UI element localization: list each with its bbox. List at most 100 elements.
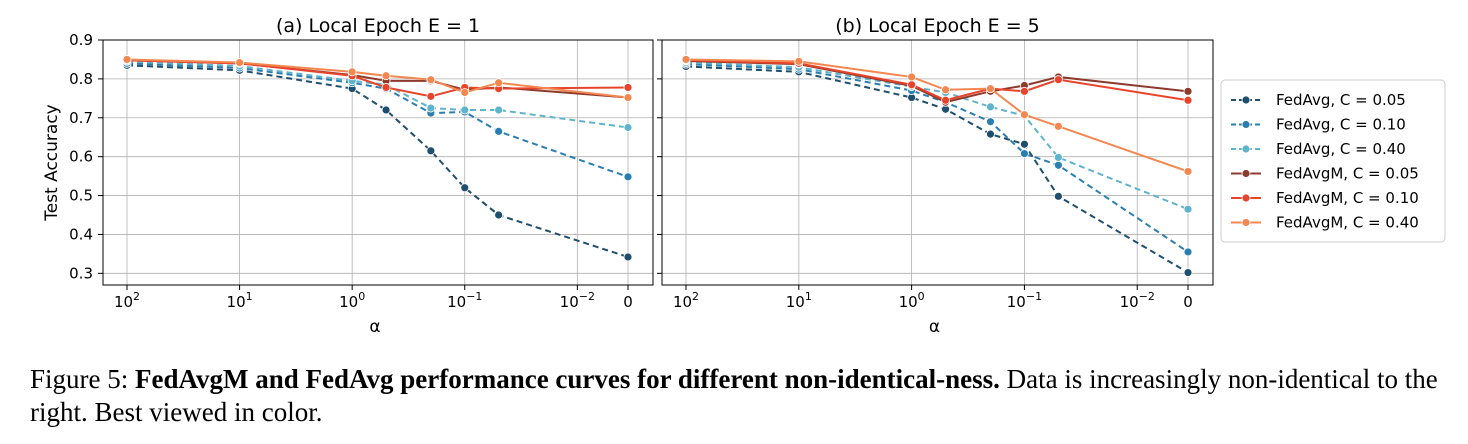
x-axis-label: α — [929, 317, 940, 337]
series-line — [126, 64, 629, 258]
data-point — [347, 67, 357, 77]
plot-frame — [102, 39, 654, 286]
data-point — [460, 183, 470, 193]
data-point — [1183, 247, 1193, 257]
data-point — [426, 103, 436, 113]
data-point — [907, 72, 917, 82]
data-point — [426, 146, 436, 156]
data-point — [986, 102, 995, 112]
data-point — [681, 55, 691, 64]
data-point — [623, 123, 633, 132]
y-tick-label: 0.9 — [69, 31, 93, 49]
data-point — [381, 71, 391, 81]
data-point — [623, 93, 633, 102]
panel-b: 102 101 100 10−1 10−2 0 (b) Local Epoch E = 5 α — [657, 15, 1214, 337]
data-point — [494, 126, 504, 136]
series-line — [126, 60, 629, 129]
legend-label: FedAvgM, C = 0.40 — [1276, 214, 1419, 232]
caption-prefix: Figure 5: — [30, 364, 135, 394]
legend: FedAvg, C = 0.05 FedAvg, C = 0.10 FedAvg, … — [1220, 79, 1446, 243]
x-tick-label: 100 — [339, 290, 365, 311]
data-point — [1053, 121, 1063, 131]
x-tick-label: 10−1 — [447, 290, 482, 311]
data-point — [623, 252, 633, 262]
data-point — [494, 105, 504, 115]
data-point — [907, 80, 917, 90]
data-point — [1183, 167, 1193, 176]
data-point — [426, 91, 436, 101]
data-point — [1183, 95, 1193, 105]
x-tick-label: 102 — [114, 290, 140, 311]
panel-title: (b) Local Epoch E = 5 — [835, 15, 1040, 37]
data-point — [986, 117, 995, 127]
y-tick-label: 0.3 — [69, 264, 93, 282]
legend-label: FedAvg, C = 0.40 — [1276, 140, 1406, 158]
data-point — [122, 55, 132, 64]
series-line — [126, 59, 629, 98]
x-tick-label: 10−1 — [1007, 290, 1042, 311]
data-point — [1053, 75, 1063, 85]
panel-title: (a) Local Epoch E = 1 — [276, 15, 480, 37]
data-point — [460, 88, 470, 97]
figure-caption: Figure 5: FedAvgM and FedAvg performance… — [30, 363, 1450, 429]
data-point — [623, 172, 633, 182]
legend-label: FedAvgM, C = 0.10 — [1276, 189, 1419, 207]
data-point — [381, 105, 391, 115]
series-line — [685, 58, 1189, 173]
y-tick-label: 0.8 — [69, 70, 93, 88]
x-tick-label: 0 — [1183, 293, 1193, 311]
figure: 102 101 100 10−1 10−2 0 0.3 0.4 0.5 0.6 0.7 0.8 0.9 (… — [42, 15, 1446, 337]
data-point — [1020, 139, 1029, 149]
x-tick-label: 0 — [623, 293, 633, 311]
series-line — [126, 62, 629, 178]
data-point — [623, 83, 633, 92]
x-tick-label: 102 — [673, 290, 699, 311]
legend-label: FedAvg, C = 0.10 — [1276, 116, 1406, 134]
data-point — [941, 95, 950, 105]
caption-rest: Data is increasingly non-identical to th… — [30, 364, 1438, 427]
data-point — [426, 75, 436, 85]
data-point — [1020, 149, 1029, 158]
panel-a: 102 101 100 10−1 10−2 0 0.3 0.4 0.5 0.6 0.7 0.8 0.9 (… — [42, 15, 654, 337]
legend-swatch-marker — [1241, 120, 1251, 129]
data-point — [941, 85, 950, 95]
x-tick-label: 101 — [786, 290, 812, 311]
data-point — [1183, 268, 1193, 277]
x-tick-label: 10−2 — [1120, 290, 1155, 311]
y-tick-label: 0.4 — [69, 225, 93, 243]
legend-swatch-marker — [1241, 144, 1251, 154]
data-point — [381, 83, 391, 92]
series-line — [685, 63, 1189, 253]
y-tick-label: 0.7 — [69, 109, 93, 127]
x-axis-label: α — [369, 317, 380, 337]
y-tick-label: 0.5 — [69, 187, 93, 205]
series-line — [685, 59, 1189, 102]
data-point — [1053, 153, 1063, 162]
x-tick-label: 101 — [227, 290, 253, 311]
series-line — [685, 65, 1189, 274]
caption-bold: FedAvgM and FedAvg performance curves fo… — [135, 364, 1000, 394]
data-point — [986, 84, 995, 94]
legend-swatch-marker — [1241, 218, 1251, 227]
data-point — [1183, 204, 1193, 214]
data-point — [986, 129, 995, 139]
data-point — [1053, 160, 1063, 170]
data-point — [460, 105, 470, 115]
series-line — [126, 58, 629, 99]
data-point — [1020, 110, 1029, 120]
data-point — [794, 56, 804, 66]
data-point — [494, 78, 504, 88]
legend-swatch-marker — [1241, 193, 1251, 203]
plot-frame — [661, 39, 1214, 286]
data-point — [235, 58, 244, 67]
data-point — [1183, 86, 1193, 96]
data-point — [1053, 191, 1063, 201]
data-point — [494, 210, 504, 220]
legend-label: FedAvg, C = 0.05 — [1276, 91, 1406, 109]
y-axis-label: Test Accuracy — [42, 104, 62, 222]
data-point — [1020, 86, 1029, 96]
legend-box — [1220, 79, 1446, 243]
x-tick-label: 100 — [899, 290, 925, 311]
legend-swatch-marker — [1241, 95, 1251, 105]
legend-swatch-marker — [1241, 169, 1251, 178]
